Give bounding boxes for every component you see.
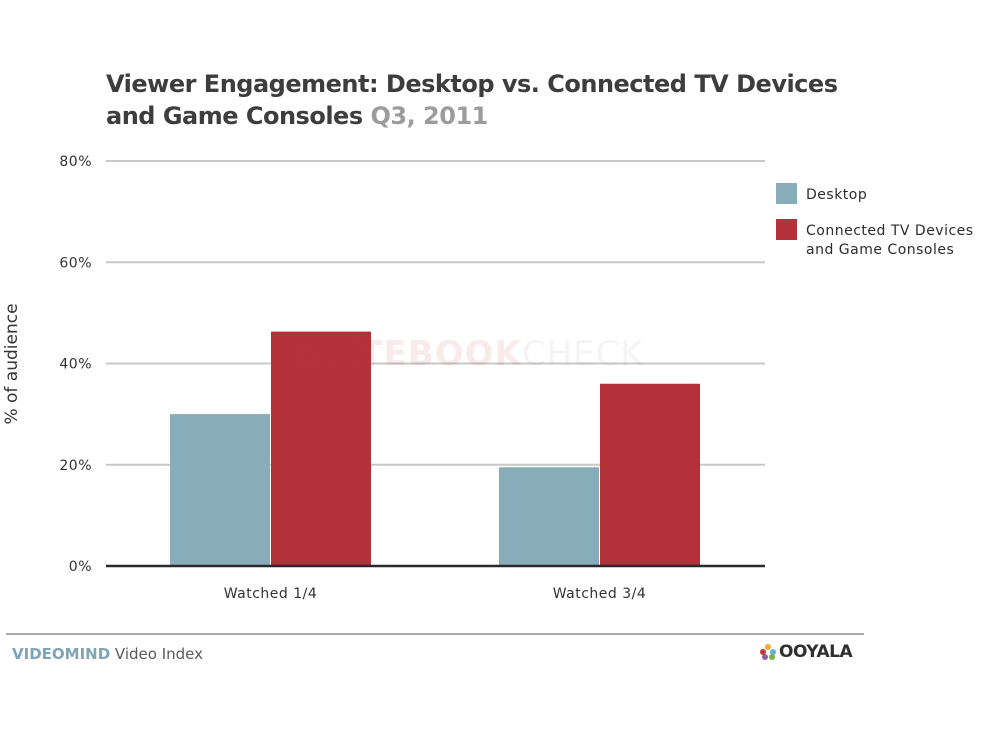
legend-label-connected-tv: Connected TV Devices and Game Consoles bbox=[806, 223, 974, 258]
chart-title: Viewer Engagement: Desktop vs. Connected… bbox=[106, 68, 866, 132]
y-tick-label: 60% bbox=[59, 255, 92, 271]
legend-label-desktop: Desktop bbox=[806, 187, 868, 203]
footer-source: VIDEOMIND Video Index bbox=[12, 645, 203, 663]
bar-desktop bbox=[499, 467, 599, 566]
chart-title-period: Q3, 2011 bbox=[370, 102, 488, 130]
ooyala-logo: OOYALA bbox=[760, 642, 853, 662]
y-tick-label: 0% bbox=[69, 559, 92, 575]
legend-swatch-connected-tv bbox=[776, 219, 797, 240]
videomind-brand: VIDEOMIND bbox=[12, 645, 111, 663]
bar-desktop bbox=[170, 414, 270, 566]
legend-swatch-desktop bbox=[776, 183, 797, 204]
chart-title-main: Viewer Engagement: Desktop vs. Connected… bbox=[106, 70, 838, 130]
video-index-label: Video Index bbox=[110, 645, 204, 663]
footer-divider bbox=[6, 633, 864, 635]
x-tick-label: Watched 1/4 bbox=[224, 586, 318, 602]
y-axis-label: % of audience bbox=[2, 303, 22, 424]
y-tick-label: 40% bbox=[59, 357, 92, 373]
ooyala-dots-icon bbox=[760, 644, 776, 660]
bar-connected-tv bbox=[271, 331, 371, 566]
y-tick-label: 20% bbox=[59, 458, 92, 474]
ooyala-wordmark: OOYALA bbox=[779, 642, 853, 662]
y-tick-label: 80% bbox=[59, 154, 92, 170]
bar-connected-tv bbox=[600, 383, 700, 566]
x-tick-label: Watched 3/4 bbox=[553, 586, 647, 602]
